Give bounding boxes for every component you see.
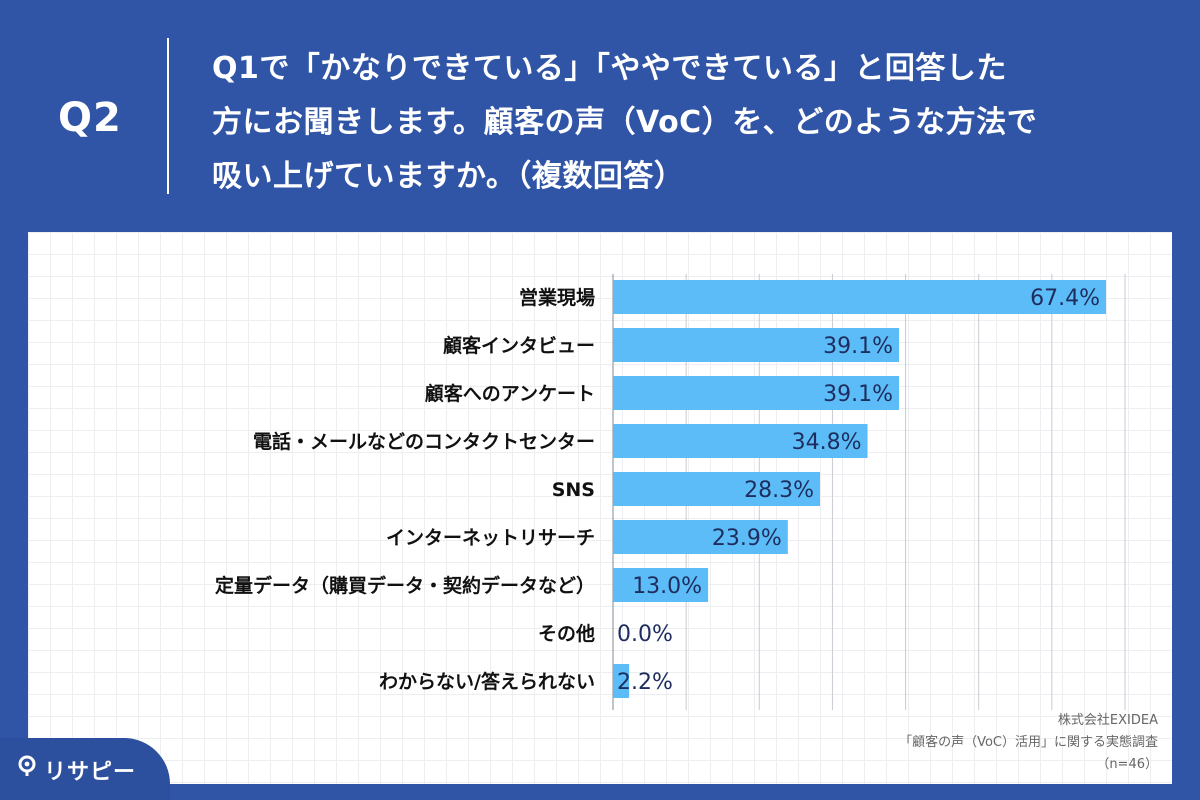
category-label: 電話・メールなどのコンタクトセンター: [253, 430, 595, 453]
category-label: わからない/答えられない: [379, 670, 595, 693]
category-label: 顧客インタビュー: [443, 334, 595, 357]
value-label: 13.0%: [632, 574, 702, 599]
bar: [613, 280, 1106, 314]
question-text: Q1で「かなりできている」「ややできている」と回答した 方にお聞きします。顧客の…: [212, 51, 1038, 194]
bar: [613, 472, 820, 506]
source-sample: （n=46）: [1096, 757, 1158, 772]
category-label: 定量データ（購買データ・契約データなど）: [215, 574, 595, 597]
header-divider: [167, 38, 169, 194]
chart-panel: 営業現場 67.4% 顧客インタビュー 39.1% 顧客へのアンケート 39.1% 電話・メ…: [28, 232, 1172, 784]
category-label: その他: [538, 622, 595, 645]
bar: [613, 520, 788, 554]
value-label: 28.3%: [744, 478, 814, 503]
bar: [613, 424, 868, 458]
question-header: Q2 Q1で「かなりできている」「ややできている」と回答した 方にお聞きします。…: [0, 0, 1200, 230]
bar: [613, 328, 899, 362]
brand-name: リサピー: [44, 760, 137, 785]
value-label: 34.8%: [792, 430, 862, 455]
pin-icon: [18, 755, 36, 776]
source-survey: 「顧客の声（VoC）活用」に関する実態調査: [899, 735, 1158, 750]
category-label: インターネットリサーチ: [386, 527, 595, 549]
question-id: Q2: [58, 95, 122, 141]
category-label: SNS: [552, 479, 595, 501]
category-label: 顧客へのアンケート: [425, 382, 595, 405]
value-label: 67.4%: [1030, 286, 1100, 311]
value-label: 23.9%: [712, 526, 782, 551]
bar-chart: 営業現場 67.4% 顧客インタビュー 39.1% 顧客へのアンケート 39.1% 電話・メ…: [215, 274, 1126, 710]
brand-badge: リサピー: [0, 738, 170, 800]
source-company: 株式会社EXIDEA: [1057, 713, 1158, 728]
value-label: 39.1%: [823, 382, 893, 407]
bar: [613, 376, 899, 410]
source-note: 株式会社EXIDEA 「顧客の声（VoC）活用」に関する実態調査 （n=46）: [899, 710, 1158, 776]
value-label: 2.2%: [617, 670, 673, 695]
category-label: 営業現場: [519, 286, 595, 309]
bar: [613, 664, 630, 698]
value-label: 39.1%: [823, 334, 893, 359]
bar: [613, 568, 709, 602]
value-label: 0.0%: [617, 622, 673, 647]
